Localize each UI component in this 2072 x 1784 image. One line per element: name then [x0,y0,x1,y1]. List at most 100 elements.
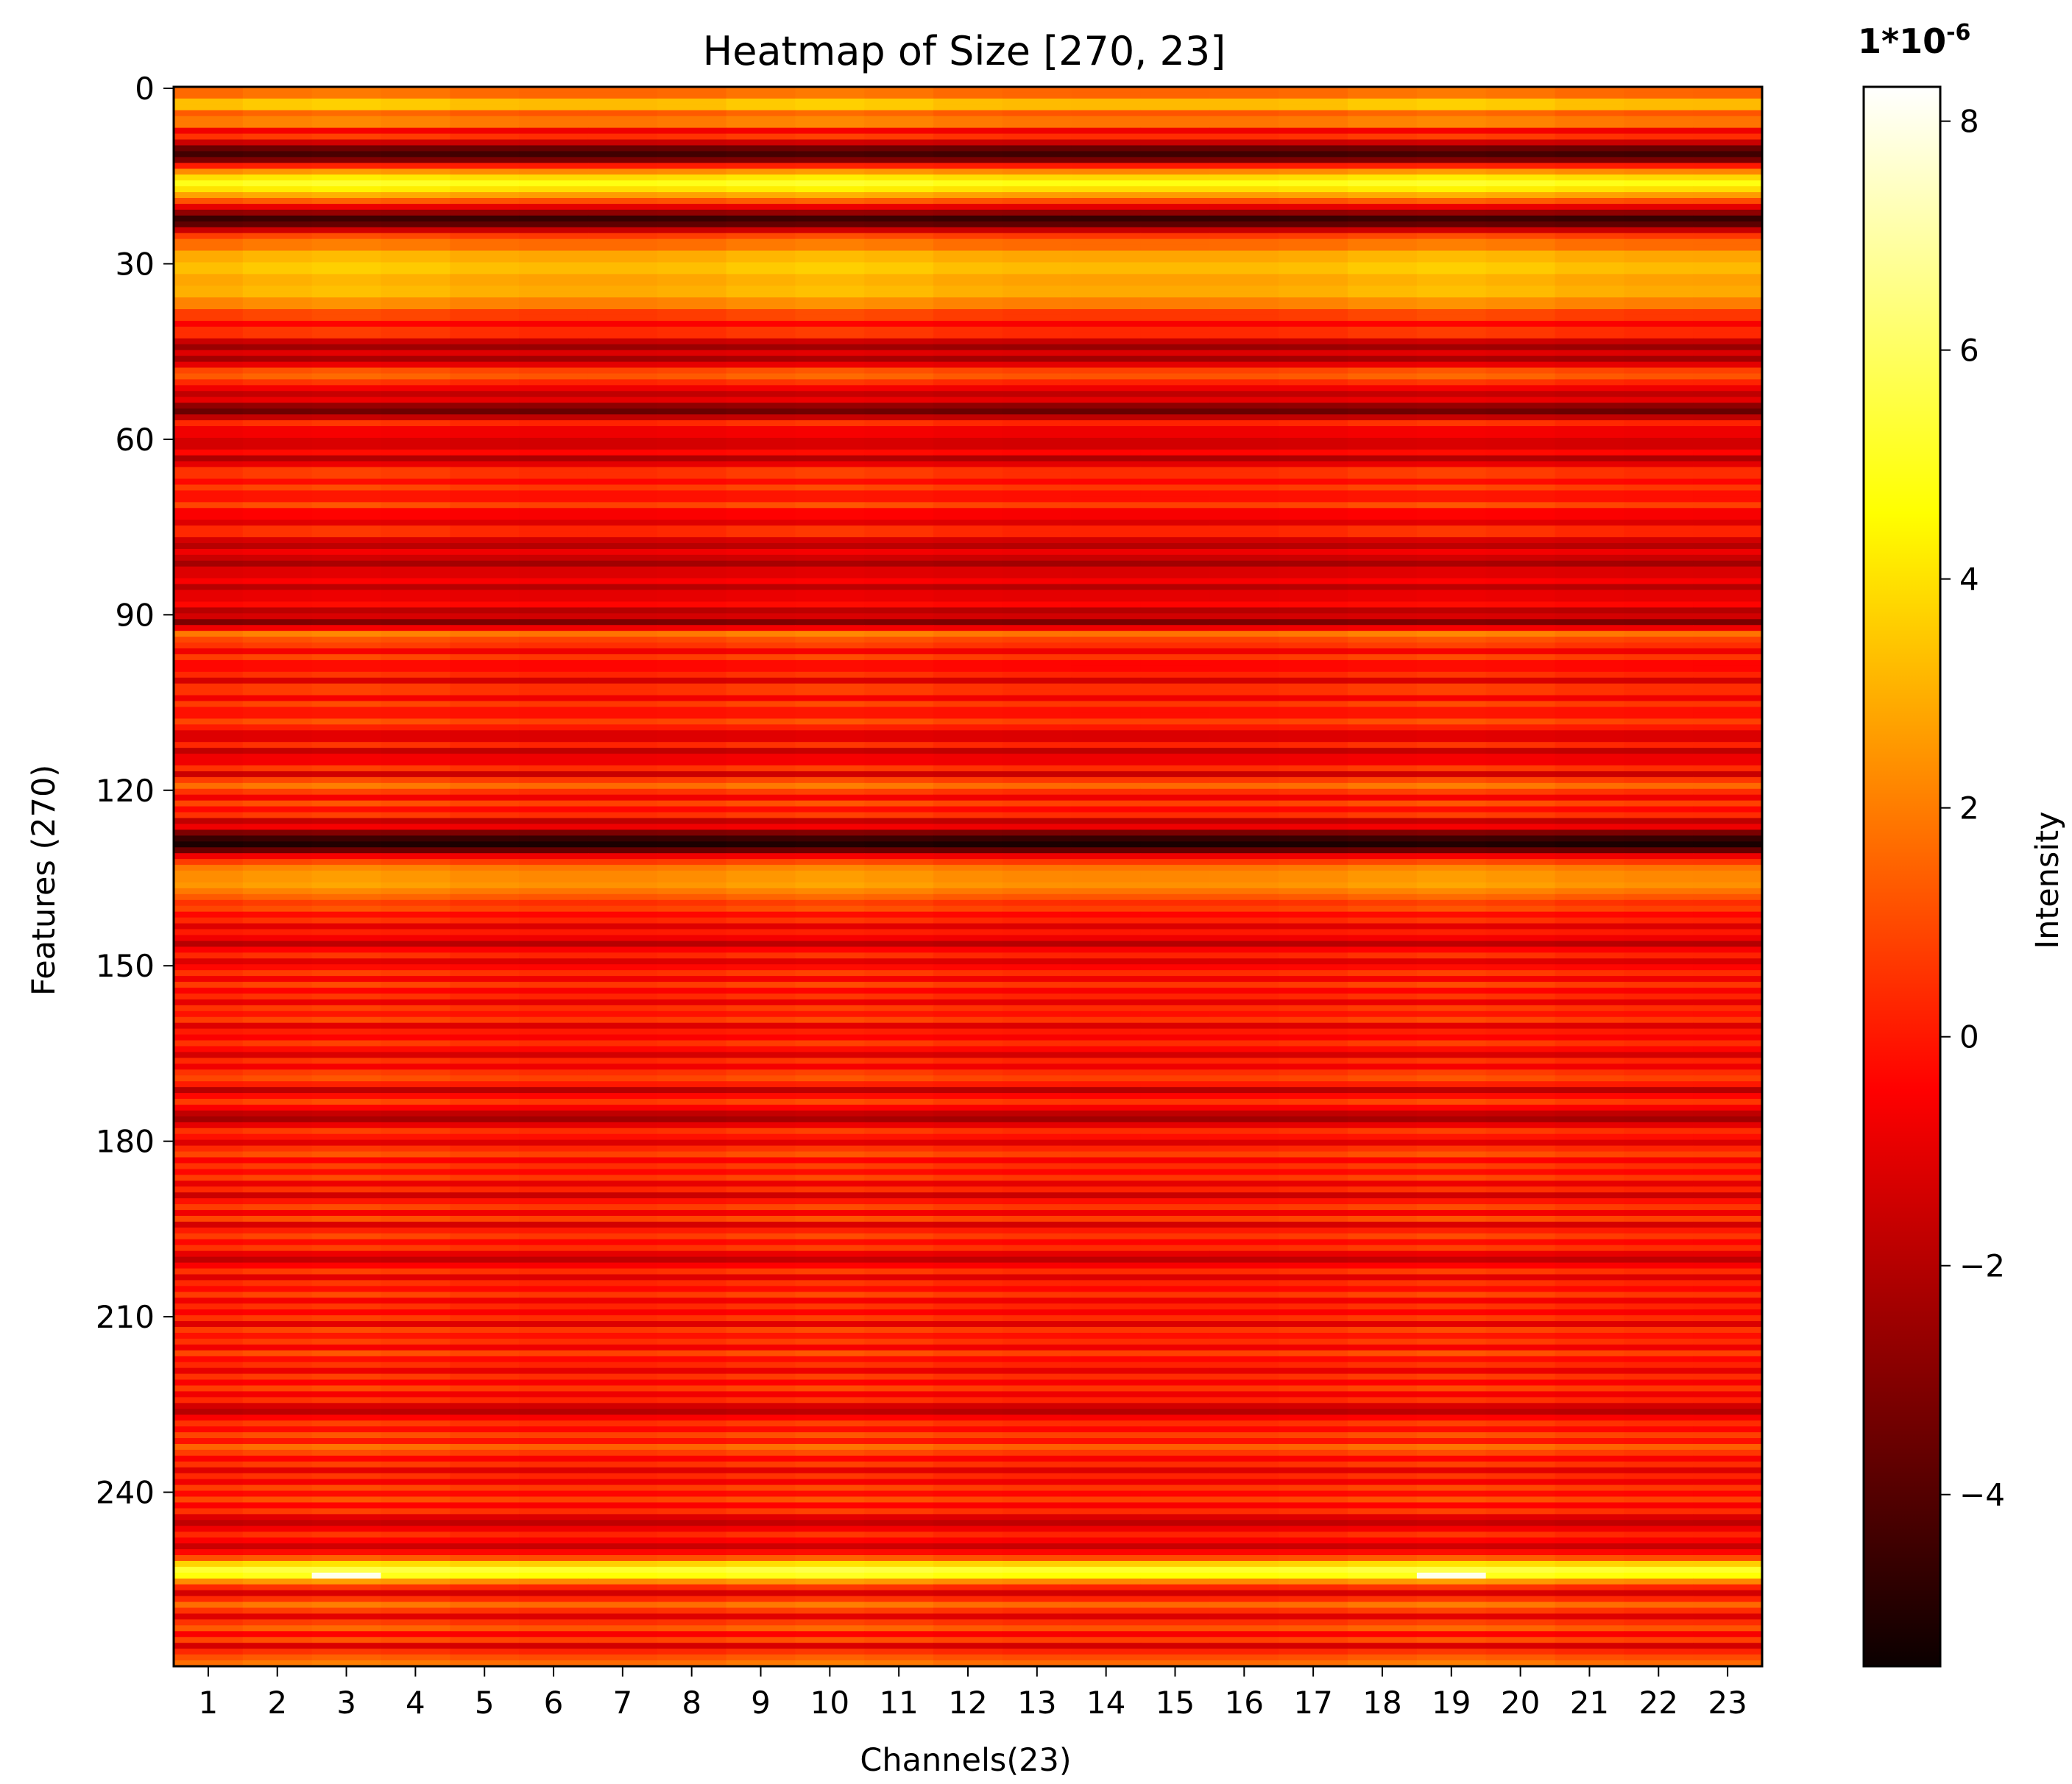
heatmap-cell [1624,110,1694,117]
heatmap-cell [1693,771,1763,778]
heatmap-cell [933,1338,1003,1345]
heatmap-cell [519,771,589,778]
heatmap-cell [1140,788,1210,796]
heatmap-cell [381,104,450,111]
heatmap-cell [1140,1128,1210,1135]
heatmap-cell [1348,1093,1418,1100]
heatmap-cell [1002,584,1072,591]
heatmap-cell [311,145,382,152]
heatmap-cell [450,502,520,509]
heatmap-cell [1555,748,1624,754]
heatmap-cell [864,1034,934,1041]
heatmap-cell [1693,1046,1763,1053]
heatmap-cell [519,1122,589,1129]
heatmap-cell [242,671,313,679]
heatmap-cell [1555,227,1624,234]
heatmap-cell [1209,1145,1279,1153]
heatmap-cell [174,859,244,866]
heatmap-cell [726,303,796,310]
heatmap-cell [587,976,658,983]
heatmap-cell [311,1175,382,1181]
heatmap-cell [381,490,450,497]
heatmap-cell [1279,671,1348,679]
heatmap-cell [1279,724,1348,731]
heatmap-cell [1624,145,1694,152]
heatmap-cell [1348,631,1418,637]
heatmap-cell [1002,169,1072,175]
heatmap-cell [1416,1087,1487,1094]
heatmap-cell [1279,256,1348,263]
heatmap-cell [381,601,450,608]
heatmap-cell [1209,414,1279,421]
heatmap-cell [1416,935,1487,942]
heatmap-cell [795,899,865,907]
heatmap-cell [1416,893,1487,901]
heatmap-cell [657,1116,727,1123]
heatmap-cell [1071,958,1142,965]
heatmap-cell [242,1186,313,1193]
heatmap-cell [1485,326,1556,333]
heatmap-cell [1624,1139,1694,1147]
heatmap-cell [726,414,796,421]
heatmap-cell [587,478,658,486]
heatmap-cell [311,1250,382,1258]
heatmap-cell [1279,1110,1348,1117]
heatmap-cell [1071,923,1142,930]
heatmap-cell [587,993,658,1000]
heatmap-cell [519,964,589,971]
heatmap-cell [174,408,244,415]
heatmap-cell [657,145,727,152]
heatmap-cell [1071,87,1142,93]
heatmap-cell [1624,590,1694,597]
heatmap-cell [1693,1298,1763,1304]
heatmap-cell [1693,590,1763,597]
heatmap-cell [864,1093,934,1100]
heatmap-cell [1348,262,1418,269]
heatmap-cell [1416,788,1487,796]
heatmap-cell [1693,314,1763,322]
heatmap-cell [1348,403,1418,409]
heatmap-cell [242,1245,313,1252]
heatmap-cell [795,1198,865,1205]
heatmap-cell [1555,1075,1624,1082]
heatmap-cell [1071,806,1142,813]
heatmap-cell [1485,964,1556,971]
heatmap-cell [381,1040,450,1047]
heatmap-cell [242,98,313,105]
heatmap-cell [1071,595,1142,603]
heatmap-cell [1209,1245,1279,1252]
heatmap-cell [174,531,244,538]
heatmap-cell [587,776,658,784]
heatmap-cell [795,1087,865,1094]
heatmap-cell [1693,350,1763,357]
heatmap-cell [657,935,727,942]
heatmap-cell [1348,286,1418,292]
heatmap-cell [1693,818,1763,825]
heatmap-cell [381,554,450,562]
heatmap-cell [795,665,865,673]
heatmap-cell [519,104,589,111]
heatmap-cell [242,1286,313,1292]
heatmap-cell [1348,841,1418,848]
heatmap-cell [1140,1116,1210,1123]
heatmap-cell [1071,566,1142,573]
heatmap-cell [1071,408,1142,415]
heatmap-cell [1279,373,1348,380]
heatmap-cell [242,648,313,655]
heatmap-cell [1071,970,1142,977]
heatmap-cell [657,1133,727,1141]
heatmap-cell [587,1280,658,1286]
heatmap-cell [933,566,1003,573]
heatmap-cell [311,461,382,468]
heatmap-cell [933,209,1003,216]
heatmap-cell [864,355,934,363]
heatmap-cell [1416,1198,1487,1205]
heatmap-cell [242,1350,313,1357]
heatmap-cell [1071,157,1142,163]
heatmap-cell [1348,1016,1418,1024]
heatmap-cell [1209,133,1279,141]
heatmap-cell [1624,280,1694,286]
heatmap-cell [1209,1303,1279,1310]
heatmap-cell [933,1268,1003,1275]
heatmap-cell [795,584,865,591]
